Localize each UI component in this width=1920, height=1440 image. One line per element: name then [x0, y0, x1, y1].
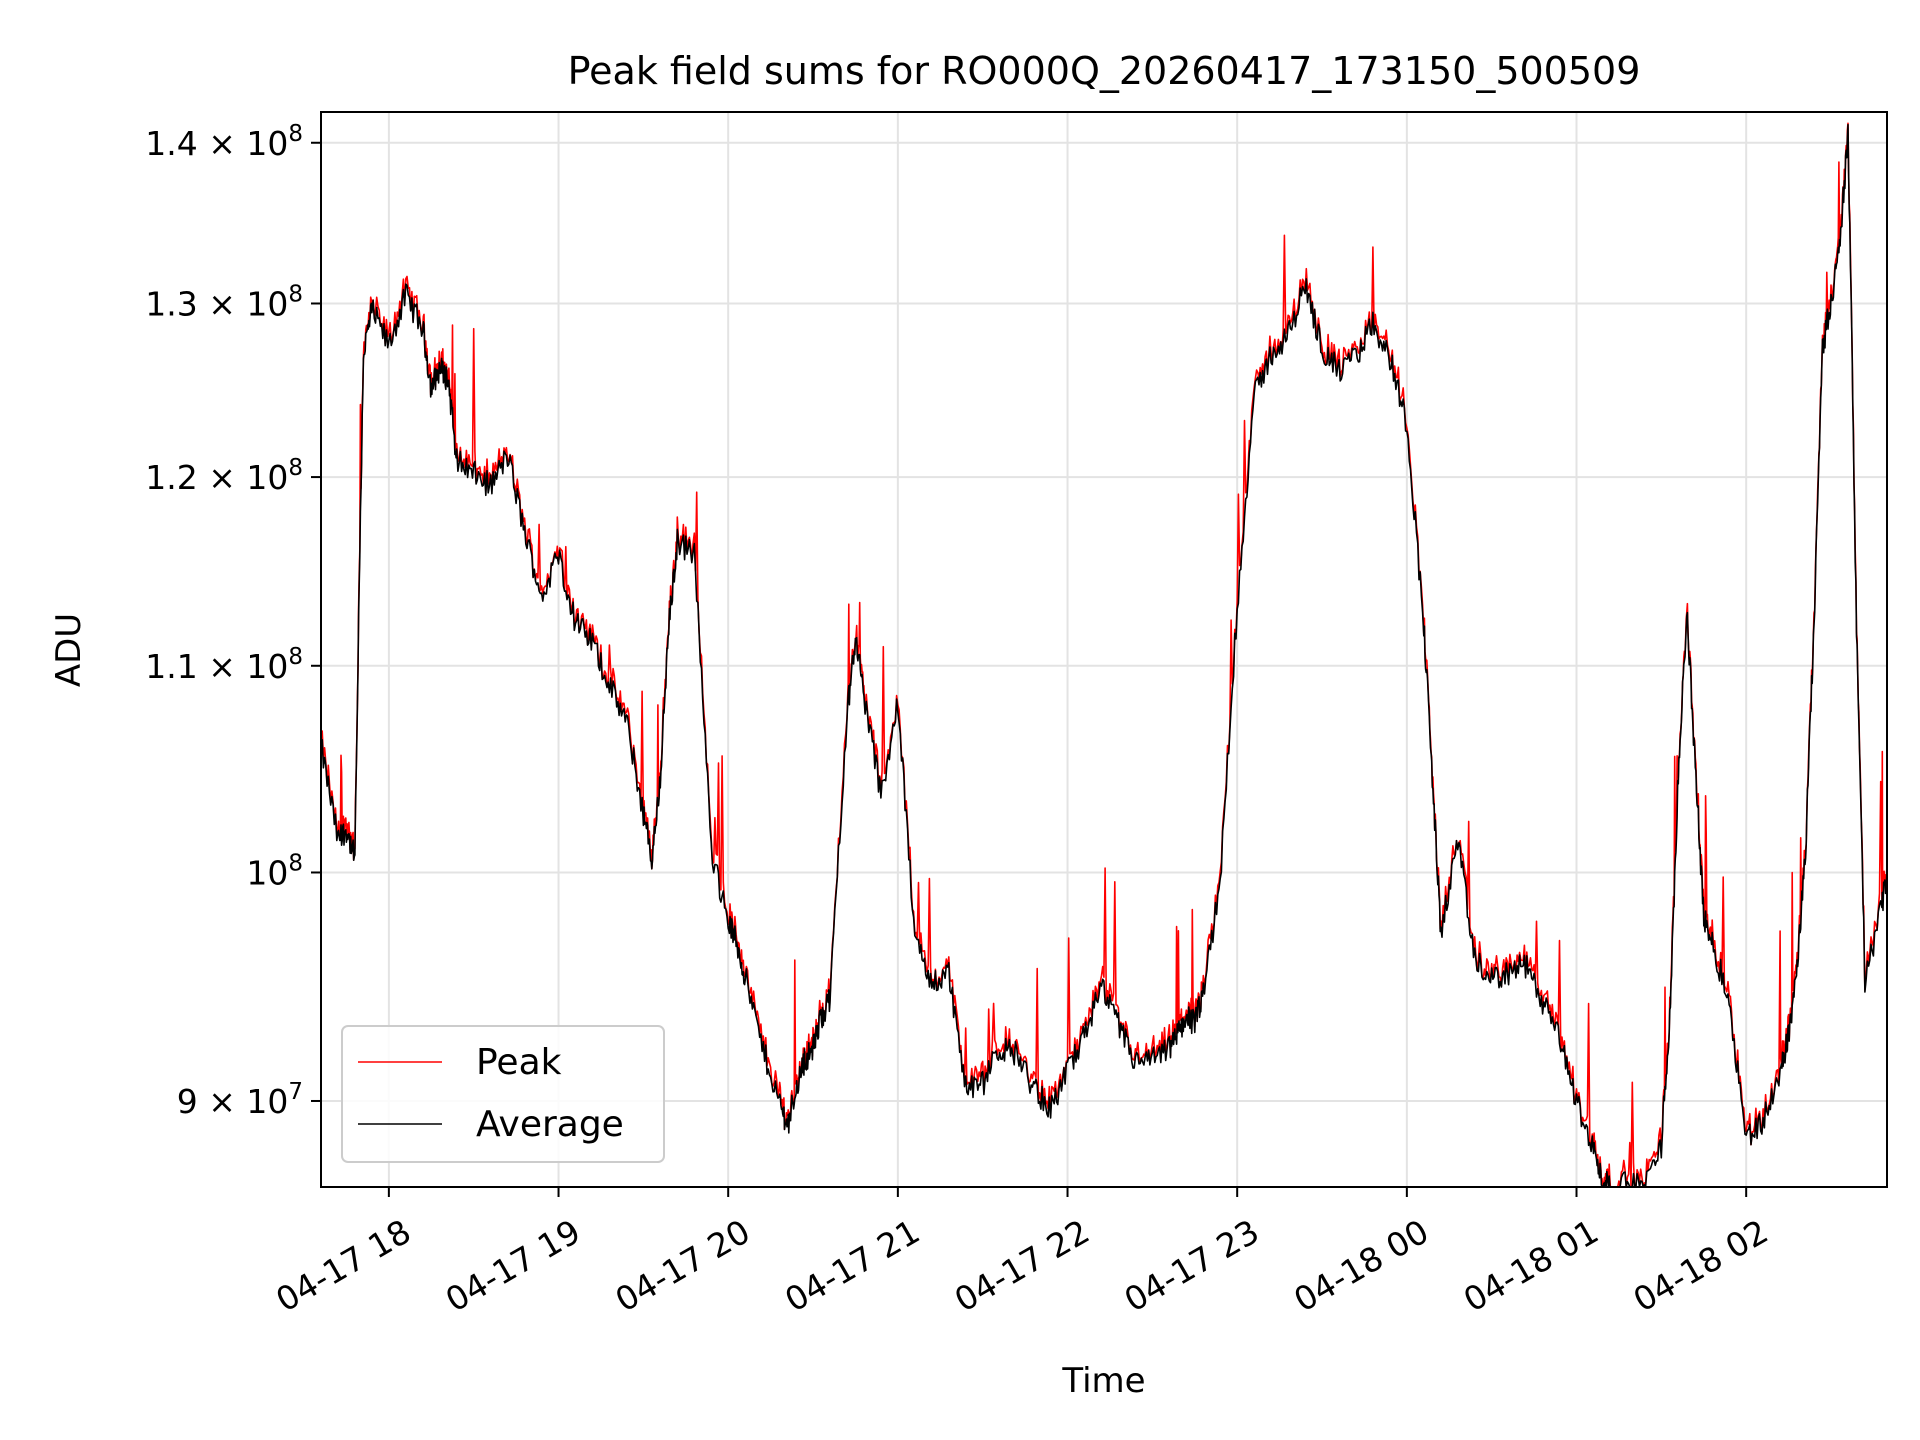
legend-label-peak: Peak — [476, 1042, 562, 1083]
y-tick-label: 1.2 × 108 — [145, 455, 303, 497]
legend-label-average: Average — [476, 1104, 624, 1145]
x-axis-label: Time — [1061, 1361, 1145, 1401]
legend-box — [341, 1025, 665, 1163]
y-tick-label: 1.1 × 108 — [145, 644, 303, 686]
plot-frame — [320, 111, 1888, 1188]
grid — [321, 112, 1887, 1187]
y-axis-label: ADU — [49, 613, 89, 687]
y-tick-label: 1.4 × 108 — [145, 121, 303, 163]
plot-lines — [320, 122, 1888, 1188]
chart-title: Peak field sums for RO000Q_20260417_1731… — [568, 49, 1641, 93]
legend: Peak Average — [341, 1025, 665, 1163]
y-tick-label: 9 × 107 — [177, 1079, 303, 1121]
y-tick-label: 1.3 × 108 — [145, 281, 303, 323]
series-line-average — [320, 123, 1888, 1188]
